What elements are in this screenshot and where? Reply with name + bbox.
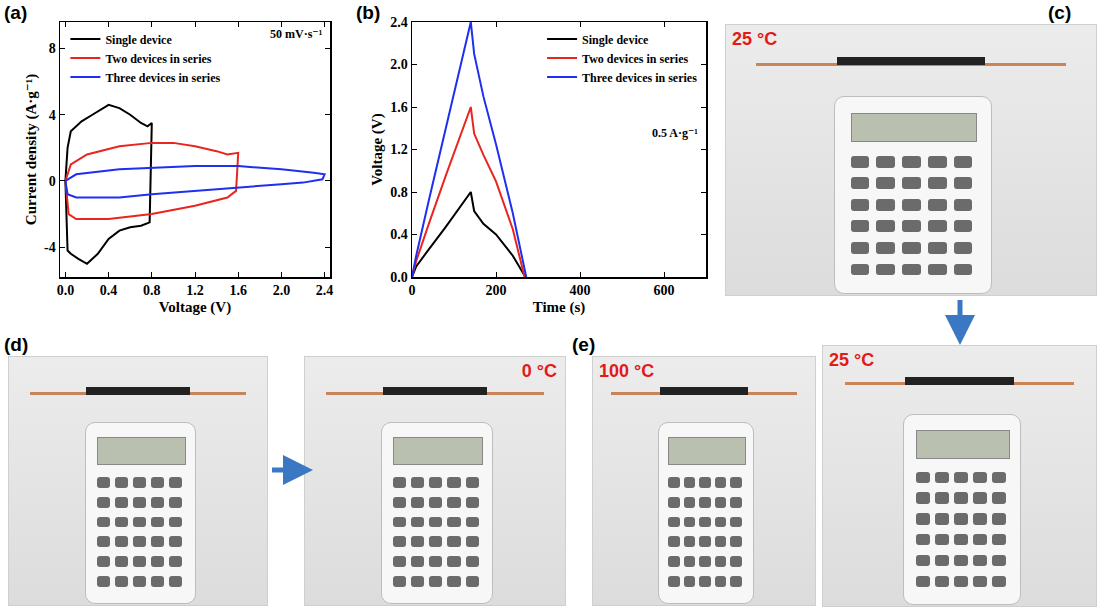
- svg-text:600: 600: [654, 283, 675, 298]
- html-text:(c): (c): [1048, 2, 1072, 23]
- svg-text:4: 4: [49, 108, 56, 123]
- html-text:(b): (b): [356, 2, 381, 23]
- svg-text:Two devices in series: Two devices in series: [105, 52, 211, 66]
- svg-text:2.0: 2.0: [390, 57, 408, 72]
- html-text:25 °C: 25 °C: [732, 29, 778, 49]
- svg-text:Three devices in series: Three devices in series: [582, 71, 697, 85]
- html-text:25 °C: 25 °C: [829, 350, 875, 370]
- svg-text:Two devices in series: Two devices in series: [582, 52, 688, 66]
- svg-text:0.8: 0.8: [390, 185, 408, 200]
- svg-text:Time (s): Time (s): [533, 299, 586, 316]
- svg-text:Single device: Single device: [582, 33, 649, 47]
- svg-text:8: 8: [49, 41, 56, 56]
- svg-text:Voltage (V): Voltage (V): [159, 299, 231, 316]
- svg-text:1.6: 1.6: [229, 283, 247, 298]
- svg-text:0: 0: [49, 174, 56, 189]
- svg-text:50 mV·s⁻¹: 50 mV·s⁻¹: [270, 27, 323, 41]
- svg-text:0.4: 0.4: [100, 283, 118, 298]
- svg-text:Current density (A·g⁻¹): Current density (A·g⁻¹): [23, 74, 40, 225]
- svg-text:0.8: 0.8: [143, 283, 161, 298]
- svg-text:0.5 A·g⁻¹: 0.5 A·g⁻¹: [652, 126, 698, 140]
- svg-text:Single device: Single device: [105, 33, 172, 47]
- svg-text:Voltage (V): Voltage (V): [369, 113, 386, 185]
- svg-text:2.0: 2.0: [273, 283, 291, 298]
- html-text:(e): (e): [572, 334, 596, 355]
- svg-text:-4: -4: [44, 240, 56, 255]
- html-text:100 °C: 100 °C: [599, 361, 655, 381]
- svg-text:2.4: 2.4: [390, 15, 408, 30]
- svg-text:400: 400: [570, 283, 591, 298]
- svg-text:0: 0: [409, 283, 416, 298]
- html-text:0 °C: 0 °C: [521, 361, 557, 381]
- svg-text:Three devices in series: Three devices in series: [105, 71, 220, 85]
- svg-text:1.2: 1.2: [390, 142, 408, 157]
- html-text:(a): (a): [4, 2, 28, 23]
- svg-text:0.4: 0.4: [390, 227, 408, 242]
- svg-text:2.4: 2.4: [316, 283, 334, 298]
- html-text:(d): (d): [4, 334, 29, 355]
- svg-text:0.0: 0.0: [390, 270, 408, 285]
- svg-text:0.0: 0.0: [57, 283, 75, 298]
- svg-text:200: 200: [486, 283, 507, 298]
- svg-text:1.6: 1.6: [390, 100, 408, 115]
- svg-text:1.2: 1.2: [186, 283, 204, 298]
